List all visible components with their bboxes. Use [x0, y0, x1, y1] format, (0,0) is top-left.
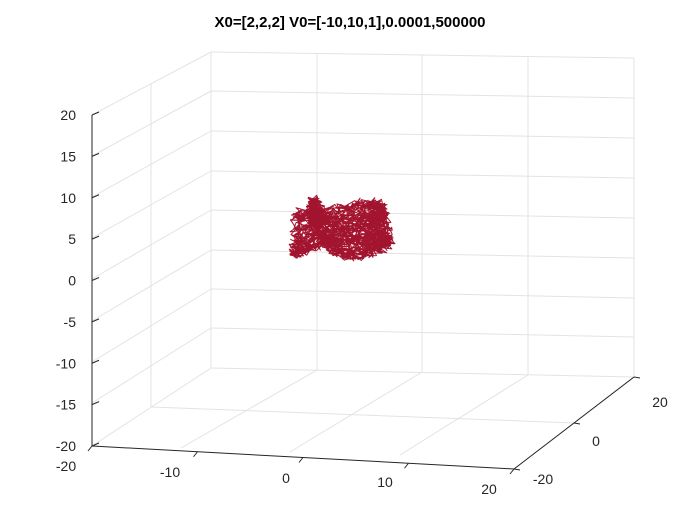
z-tick-label: 0	[68, 273, 76, 289]
y-tick-label: -20	[533, 471, 553, 487]
x-tick-label: 10	[377, 474, 393, 490]
z-tick-label: 10	[60, 190, 76, 206]
z-tick-label: 5	[68, 231, 76, 247]
z-tick-mark	[91, 318, 100, 323]
z-tick-mark	[91, 152, 100, 157]
x-tick-label: 20	[481, 481, 497, 497]
x-tick-label: -10	[160, 464, 180, 480]
y-axis-ticks: -20 0 20	[513, 376, 668, 487]
z-tick-mark	[91, 401, 100, 406]
y-tick-mark	[513, 468, 521, 471]
x-tick-mark	[298, 457, 304, 463]
trajectory-loop	[308, 196, 383, 250]
x-tick-mark	[509, 468, 515, 475]
y-tick-label: 0	[592, 433, 600, 449]
z-tick-label: 20	[60, 107, 76, 123]
trajectory-loop	[306, 202, 380, 255]
x-tick-mark	[404, 462, 409, 469]
z-tick-mark	[91, 111, 100, 116]
x-tick-mark	[193, 451, 198, 458]
z-tick-mark	[91, 359, 100, 364]
z-tick-label: -5	[64, 314, 77, 330]
chart-title: X0=[2,2,2] V0=[-10,10,1],0.0001,500000	[214, 14, 486, 31]
z-tick-mark	[91, 442, 100, 447]
x-tick-label: -20	[56, 458, 76, 474]
y-tick-mark	[633, 376, 641, 379]
x-tick-mark	[87, 445, 93, 452]
z-axis-ticks: 20 15 10 5 0 -5 -10 -15 -20	[56, 107, 100, 454]
y-tick-label: 20	[652, 394, 668, 410]
z-tick-mark	[91, 235, 100, 240]
z-tick-label: -15	[56, 397, 76, 413]
z-tick-label: -10	[56, 355, 76, 371]
z-tick-mark	[91, 194, 100, 199]
y-tick-mark	[573, 422, 581, 425]
trajectory-series	[288, 194, 396, 262]
x-axis-ticks: -20 -10 0 10 20	[56, 445, 515, 497]
grid-lines	[91, 51, 635, 470]
z-tick-mark	[91, 277, 100, 281]
x-tick-label: 0	[282, 470, 290, 486]
z-tick-label: 15	[60, 148, 76, 164]
z-tick-label: -20	[56, 438, 76, 454]
